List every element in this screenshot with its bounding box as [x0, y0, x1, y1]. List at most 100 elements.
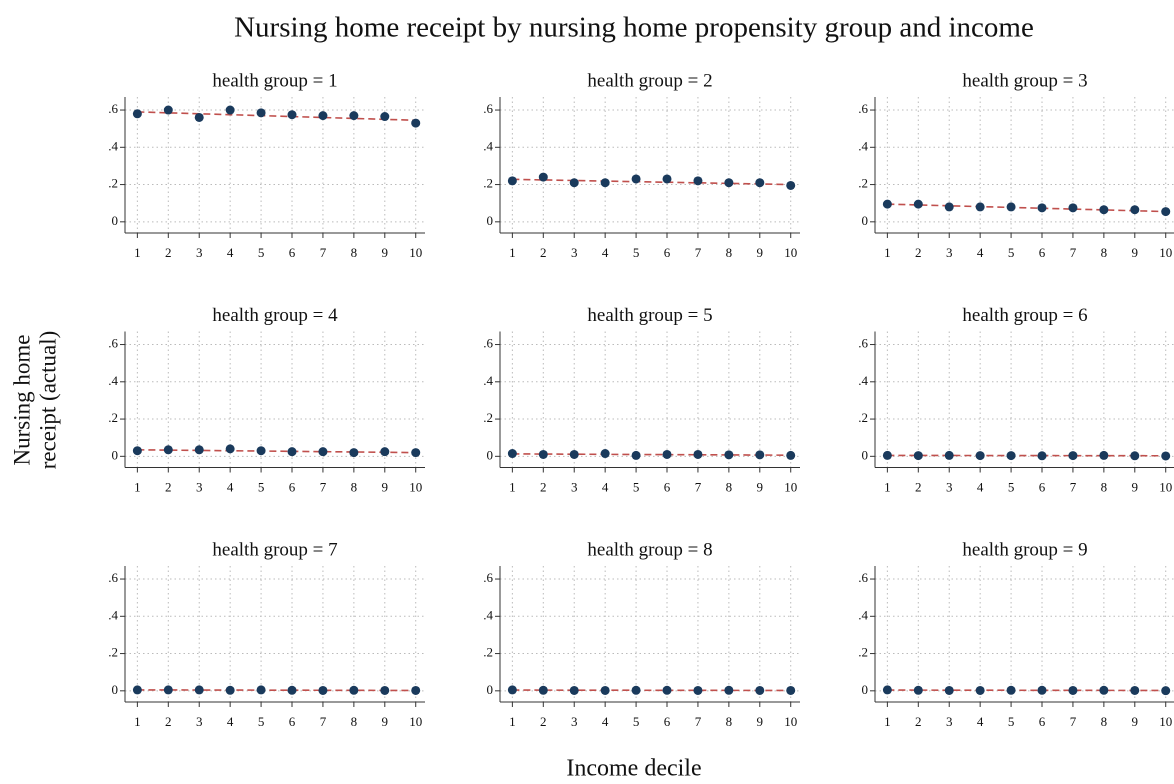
y-tick-label: .6 [483, 570, 493, 585]
y-tick-label: .2 [858, 645, 868, 660]
x-tick-label: 9 [382, 714, 389, 729]
x-tick-label: 2 [165, 245, 172, 260]
point [1161, 686, 1171, 696]
x-tick-label: 2 [165, 479, 172, 494]
y-tick-label: 0 [112, 447, 119, 462]
x-tick-label: 3 [946, 479, 953, 494]
x-tick-label: 8 [1101, 479, 1108, 494]
x-tick-label: 10 [409, 245, 422, 260]
x-tick-label: 8 [726, 714, 733, 729]
point [287, 110, 297, 120]
panel-title: health group = 5 [587, 305, 712, 326]
x-tick-label: 6 [289, 479, 296, 494]
point [1037, 685, 1047, 695]
panel-title: health group = 7 [212, 539, 337, 560]
point [975, 202, 985, 212]
y-tick-label: 0 [487, 682, 494, 697]
y-tick-label: .4 [858, 138, 868, 153]
x-tick-label: 5 [1008, 479, 1015, 494]
point [1099, 450, 1109, 460]
y-axis-label: Nursing home [9, 335, 34, 466]
x-tick-label: 10 [409, 714, 422, 729]
x-tick-label: 3 [196, 714, 203, 729]
x-tick-label: 5 [1008, 714, 1015, 729]
x-tick-label: 9 [1132, 714, 1139, 729]
y-tick-label: .6 [483, 101, 493, 116]
x-tick-label: 5 [633, 479, 640, 494]
x-tick-label: 7 [320, 479, 327, 494]
point [1161, 451, 1171, 461]
x-axis-label: Income decile [566, 756, 701, 782]
point [631, 174, 641, 184]
x-tick-label: 1 [884, 714, 891, 729]
point [1006, 202, 1016, 212]
x-tick-label: 3 [946, 714, 953, 729]
point [913, 451, 923, 461]
y-tick-label: 0 [862, 682, 869, 697]
y-tick-label: 0 [112, 213, 119, 228]
point [786, 450, 796, 460]
panel-title: health group = 2 [587, 70, 712, 91]
point [225, 444, 235, 454]
x-tick-label: 6 [1039, 714, 1046, 729]
point [755, 178, 765, 188]
x-tick-label: 2 [540, 245, 547, 260]
x-tick-label: 1 [509, 714, 516, 729]
x-tick-label: 9 [757, 714, 764, 729]
point [538, 685, 548, 695]
y-tick-label: .4 [108, 138, 118, 153]
x-tick-label: 1 [884, 245, 891, 260]
panel-title: health group = 1 [212, 70, 337, 91]
fit-line [512, 178, 791, 186]
x-tick-label: 10 [784, 479, 797, 494]
point [349, 448, 359, 458]
x-tick-label: 4 [977, 245, 984, 260]
fit-line [137, 689, 416, 692]
x-tick-label: 1 [134, 714, 141, 729]
point [600, 178, 610, 188]
x-tick-label: 4 [602, 245, 609, 260]
point [786, 180, 796, 190]
x-tick-label: 3 [571, 714, 578, 729]
x-tick-label: 4 [227, 479, 234, 494]
point [975, 685, 985, 695]
point [693, 449, 703, 459]
point [569, 449, 579, 459]
point [287, 447, 297, 457]
x-tick-label: 6 [664, 479, 671, 494]
y-tick-label: .2 [108, 645, 118, 660]
x-tick-label: 6 [664, 245, 671, 260]
panel-title: health group = 9 [962, 539, 1087, 560]
fit-line [512, 453, 791, 457]
chart-title: Nursing home receipt by nursing home pro… [234, 12, 1034, 44]
point [755, 685, 765, 695]
y-tick-label: .2 [858, 176, 868, 191]
point [318, 447, 328, 457]
x-tick-label: 3 [571, 245, 578, 260]
x-tick-label: 3 [196, 479, 203, 494]
x-tick-label: 5 [258, 714, 265, 729]
y-tick-label: .2 [858, 410, 868, 425]
point [256, 685, 266, 695]
point [944, 685, 954, 695]
point [882, 199, 892, 209]
panel-title: health group = 8 [587, 539, 712, 560]
point [132, 685, 142, 695]
y-axis-label: receipt (actual) [35, 331, 60, 470]
point [1068, 203, 1078, 213]
point [724, 685, 734, 695]
x-tick-label: 5 [1008, 245, 1015, 260]
fit-line [887, 203, 1166, 213]
point [631, 450, 641, 460]
y-tick-label: 0 [487, 447, 494, 462]
x-tick-label: 7 [1070, 714, 1077, 729]
x-tick-label: 3 [571, 479, 578, 494]
point [1130, 205, 1140, 215]
point [631, 685, 641, 695]
x-tick-label: 5 [633, 714, 640, 729]
y-tick-label: .6 [108, 336, 118, 351]
point [507, 176, 517, 186]
y-tick-label: 0 [862, 447, 869, 462]
x-tick-label: 10 [1159, 714, 1172, 729]
point [882, 685, 892, 695]
